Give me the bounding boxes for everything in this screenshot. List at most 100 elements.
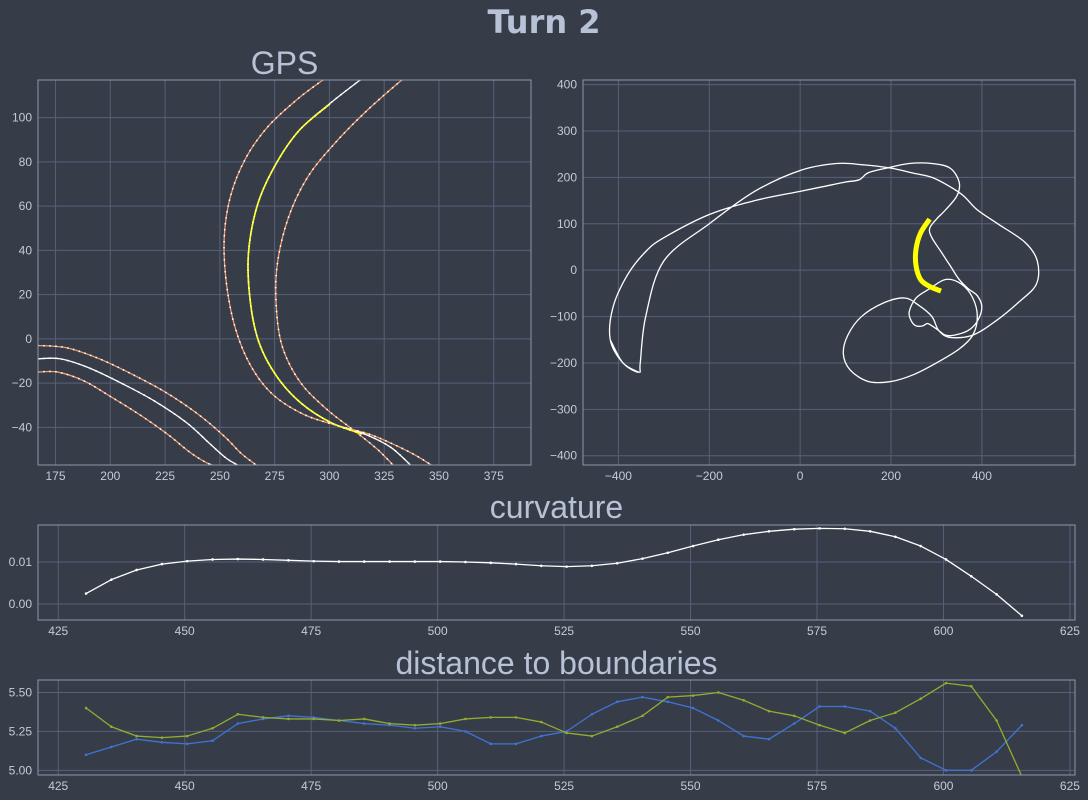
gps-turn2_highlight-point [321,416,324,419]
gps-turn1_center-point [89,367,92,370]
gps-turn1_right-point [169,435,172,438]
gps-turn2_center-point [354,82,357,85]
gps-turn2_highlight-point [254,209,257,212]
gps-turn2_left-point [225,216,227,219]
gps-turn2_right-point [278,334,281,337]
gps-turn1_left-point [138,377,141,379]
curvature-curvature-point [894,535,897,539]
boundaries-left_distance-point [995,750,998,753]
gps-turn1_center-point [233,462,236,465]
gps-turn2_center-point [344,90,347,92]
gps-turn1_left-point [117,366,120,369]
gps-ytick-label: 60 [19,199,33,213]
gps-turn2_highlight-point [360,432,362,435]
gps-turn2_left-point [417,455,420,458]
gps-turn2_right-point [340,419,343,422]
gps-ytick-label: 20 [19,288,33,302]
gps-turn2_highlight-point [248,245,251,248]
gps-turn1_center-point [132,388,135,391]
boundaries-left_distance-point [590,712,594,716]
gps-xtick-label: 375 [484,469,504,483]
boundaries-left_distance-line [85,696,1023,771]
gps-turn1_center-point [116,380,119,383]
gps-turn2_right-point [347,127,350,130]
gps-turn1_left-point [66,347,69,349]
gps-turn1_right-point [77,377,80,380]
track-xtick-label: 400 [972,469,992,483]
gps-turn2_right-point [335,140,338,143]
gps-chart: GPS 175 200 225 250 275 300 325 350 375 −40 −20 0 20 4… [12,45,532,483]
boundaries-right_distance-point [362,717,366,721]
boundaries-right_distance-point [767,709,771,713]
gps-turn1_center-point [192,427,195,430]
gps-turn2_right-point [297,378,300,381]
gps-turn1_right-point [83,380,86,382]
gps-turn2_left-point [279,112,282,115]
gps-turn1_center-point [228,459,231,462]
gps-turn2_highlight-point [273,165,276,168]
gps-turn2_right-point [368,441,371,444]
gps-turn2_highlight-point [252,221,254,224]
gps-turn1_left-point [175,397,177,400]
boundaries-right_distance-point [717,691,720,694]
gps-turn2_highlight-point [270,171,273,173]
boundaries-right_distance-point [995,719,998,722]
gps-turn2_left-point [261,382,264,385]
boundaries-xtick-label: 450 [175,779,195,793]
gps-turn2_right-point [315,163,318,166]
gps-turn2_left-point [240,165,243,168]
gps-turn2_right-point [284,227,286,230]
gps-turn2_center-point [379,440,382,443]
gps-turn1_right-point [124,404,127,407]
curvature-curvature-point [312,559,315,563]
gps-turn2_highlight-point [251,316,254,319]
gps-turn1_right-point [149,421,152,424]
boundaries-right_distance-point [110,725,113,729]
gps-turn2_left-point [275,116,278,119]
gps-turn1_center-point [43,357,45,360]
gps-turn2_left-point [235,176,238,179]
gps-turn1_left-point [185,404,187,407]
gps-turn1_center-point [219,452,222,455]
gps-turn2_left-point [265,387,268,390]
gps-turn2_right-point [287,216,290,218]
boundaries-right_distance-point [792,714,796,718]
gps-turn1_left-line [38,344,258,465]
curvature-curvature-point [792,527,796,531]
gps-turn1_left-point [239,451,242,454]
curvature-ytick-label: 0.01 [9,555,33,569]
gps-turn2_right-point [339,136,342,139]
gps-turn2_left-point [390,442,393,445]
gps-turn2_right-point [360,114,363,117]
gps-turn2_left-point [368,433,371,436]
gps-turn2_left-point [270,391,272,394]
curvature-curvature-point [540,564,543,568]
gps-turn2_left-point [307,89,310,92]
track-chart: −400 −200 0 200 400 −400 −300 −200 −100 0 100 200 30… [550,78,1076,483]
gps-turn2_right-point [276,322,279,325]
gps-turn1_right-point [183,446,185,449]
gps-turn1_center-point [111,377,114,380]
gps-turn1_left-point [61,346,63,348]
gps-turn1_center-point [66,359,69,362]
boundaries-left_distance-point [489,742,493,746]
gps-turn2_highlight-point [284,386,287,389]
gps-xtick-label: 175 [46,469,66,483]
boundaries-left_distance-point [185,742,189,746]
gps-turn2_highlight-point [247,281,250,283]
curvature-curvature-point [919,544,923,548]
gps-turn2_highlight-point [250,227,253,230]
gps-turn2_left-point [249,149,252,152]
gps-turn1_right-point [208,462,211,465]
gps-turn2_highlight-point [348,429,351,431]
track-ytick-label: −100 [550,310,577,324]
gps-turn1_center-point [121,383,124,385]
gps-turn1_right-point [173,439,176,441]
curvature-curvature-point [767,530,771,533]
gps-turn1_center-point [143,394,146,396]
gps-turn2_right-point [330,412,333,415]
curvature-curvature-point [944,558,948,561]
gps-turn1_left-point [222,434,225,437]
gps-turn2_highlight-point [301,403,304,406]
